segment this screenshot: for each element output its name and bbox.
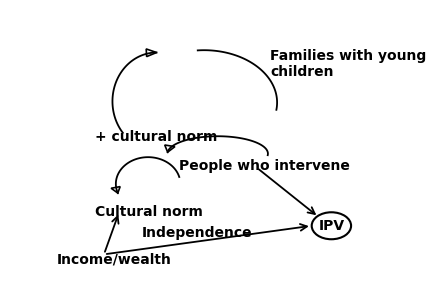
Text: Independence: Independence bbox=[141, 226, 252, 240]
Text: Cultural norm: Cultural norm bbox=[95, 205, 203, 219]
Text: + cultural norm: + cultural norm bbox=[95, 130, 218, 144]
Text: Families with young
children: Families with young children bbox=[270, 49, 427, 79]
Text: IPV: IPV bbox=[318, 219, 344, 233]
Text: People who intervene: People who intervene bbox=[179, 159, 350, 173]
Text: Income/wealth: Income/wealth bbox=[57, 252, 171, 266]
